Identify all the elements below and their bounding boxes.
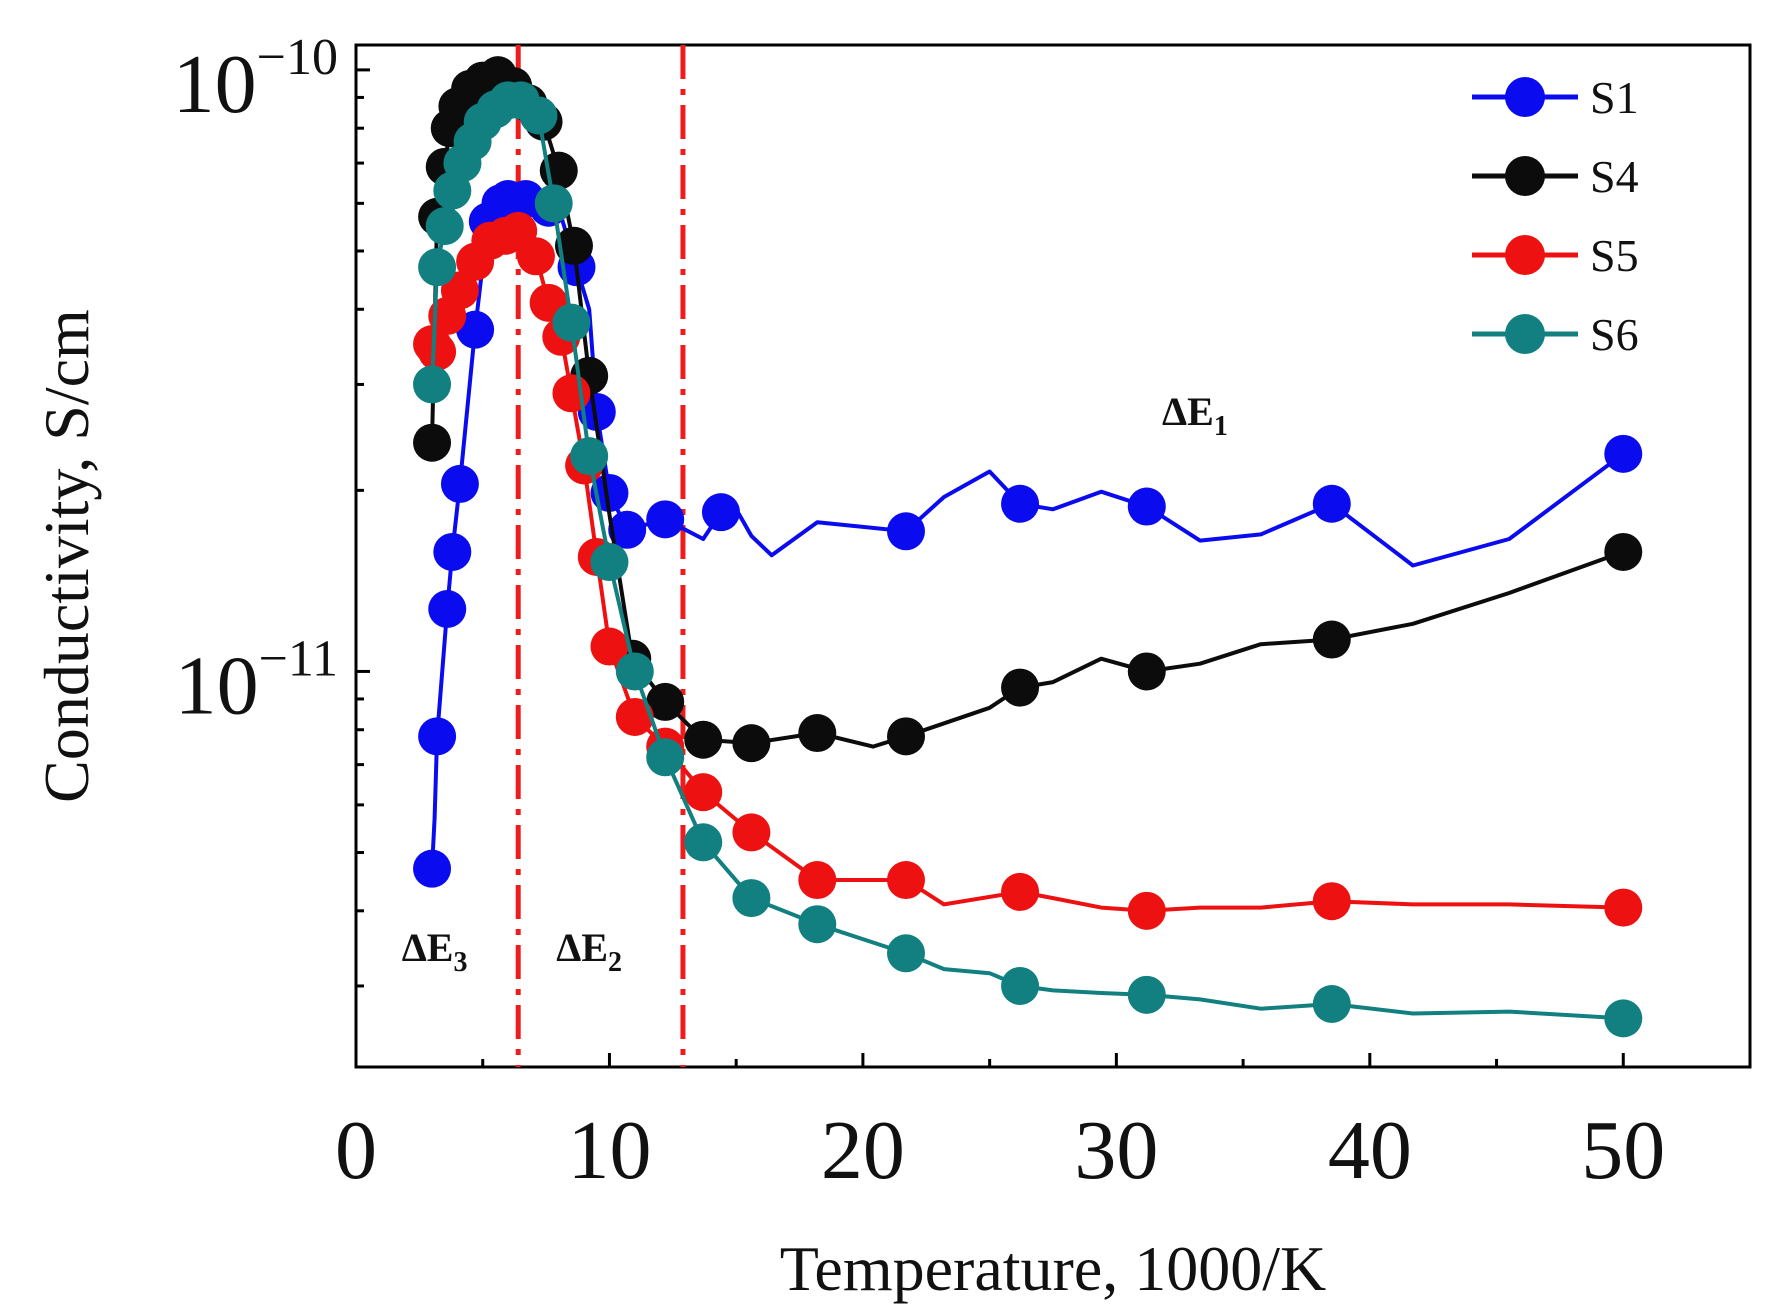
legend-swatch-marker — [1505, 77, 1545, 117]
legend-item-S6: S6 — [1472, 309, 1639, 360]
data-point-S5 — [886, 861, 925, 900]
annotations: ΔE1 ΔE2 ΔE3 — [402, 389, 1228, 978]
data-point-S4 — [1312, 620, 1351, 659]
data-point-S6 — [413, 365, 452, 404]
x-tick-label: 30 — [1074, 1104, 1158, 1197]
data-point-S5 — [615, 697, 654, 736]
data-point-S6 — [534, 184, 573, 223]
data-point-S1 — [433, 532, 472, 571]
region-label: ΔE1 — [1162, 389, 1228, 442]
data-point-S5 — [1127, 891, 1166, 930]
data-point-S6 — [615, 652, 654, 691]
legend-item-S1: S1 — [1472, 72, 1639, 123]
series-S5 — [413, 211, 1643, 930]
data-point-S5 — [684, 773, 723, 812]
data-point-S4 — [886, 717, 925, 756]
data-point-S5 — [516, 237, 555, 276]
legend-item-S4: S4 — [1472, 151, 1639, 202]
legend: S1 S4 S5 S6 — [1472, 72, 1639, 360]
data-point-S1 — [646, 500, 685, 539]
data-point-S4 — [1001, 668, 1040, 707]
data-point-S1 — [701, 493, 740, 532]
x-tick-label: 0 — [335, 1104, 377, 1197]
data-point-S4 — [554, 226, 593, 265]
data-point-S6 — [418, 248, 457, 287]
legend-item-S5: S5 — [1472, 230, 1639, 281]
data-point-S4 — [1604, 532, 1643, 571]
data-point-S4 — [732, 724, 771, 763]
data-point-S1 — [413, 849, 452, 888]
x-axis-title: Temperature, 1000/K — [780, 1233, 1326, 1304]
legend-label: S4 — [1590, 151, 1639, 202]
data-point-S4 — [413, 423, 452, 462]
data-point-S4 — [684, 720, 723, 759]
legend-label: S6 — [1590, 309, 1639, 360]
data-point-S1 — [1127, 487, 1166, 526]
data-point-S6 — [1127, 975, 1166, 1014]
data-point-S1 — [1312, 484, 1351, 523]
data-point-S4 — [798, 714, 837, 753]
data-point-S4 — [646, 682, 685, 721]
data-point-S5 — [440, 271, 479, 310]
data-point-S6 — [732, 879, 771, 918]
data-point-S6 — [570, 437, 609, 476]
data-point-S6 — [425, 207, 464, 246]
data-point-S5 — [1001, 872, 1040, 911]
data-point-S1 — [440, 464, 479, 503]
data-point-S5 — [418, 332, 457, 371]
data-point-S1 — [886, 512, 925, 551]
series-layer — [413, 56, 1643, 1038]
data-point-S6 — [684, 823, 723, 862]
data-point-S5 — [590, 627, 629, 666]
data-point-S1 — [608, 510, 647, 549]
legend-swatch-marker — [1505, 156, 1545, 196]
y-tick-label: 10−10 — [173, 29, 338, 131]
y-tick-label: 10−11 — [175, 630, 338, 732]
data-point-S5 — [552, 374, 591, 413]
x-tick-label: 50 — [1581, 1104, 1665, 1197]
data-point-S1 — [1604, 434, 1643, 473]
data-point-S5 — [732, 813, 771, 852]
series-S6 — [413, 81, 1643, 1038]
axis-ticks: 0 10 20 30 40 50 10−10 10−11 — [173, 29, 1752, 1197]
data-point-S6 — [590, 543, 629, 582]
data-point-S6 — [1604, 999, 1643, 1038]
legend-label: S1 — [1590, 72, 1639, 123]
data-point-S4 — [1127, 652, 1166, 691]
legend-label: S5 — [1590, 230, 1639, 281]
legend-swatch-marker — [1505, 314, 1545, 354]
data-point-S6 — [519, 96, 558, 135]
data-point-S6 — [798, 905, 837, 944]
data-point-S1 — [1001, 484, 1040, 523]
region-boundaries — [515, 45, 686, 1067]
region-label: ΔE2 — [556, 925, 622, 978]
data-point-S6 — [552, 303, 591, 342]
data-point-S6 — [646, 738, 685, 777]
data-point-S5 — [1604, 888, 1643, 927]
y-axis-title: Conductivity, S/cm — [31, 309, 102, 803]
legend-swatch-marker — [1505, 235, 1545, 275]
data-point-S6 — [1312, 984, 1351, 1023]
data-point-S5 — [798, 861, 837, 900]
region-label: ΔE3 — [402, 925, 468, 978]
data-point-S6 — [886, 934, 925, 973]
x-tick-label: 10 — [567, 1104, 651, 1197]
x-tick-label: 20 — [821, 1104, 905, 1197]
data-point-S5 — [1312, 882, 1351, 921]
data-point-S1 — [418, 717, 457, 756]
data-point-S6 — [1001, 966, 1040, 1005]
x-tick-label: 40 — [1328, 1104, 1412, 1197]
data-point-S1 — [428, 589, 467, 628]
